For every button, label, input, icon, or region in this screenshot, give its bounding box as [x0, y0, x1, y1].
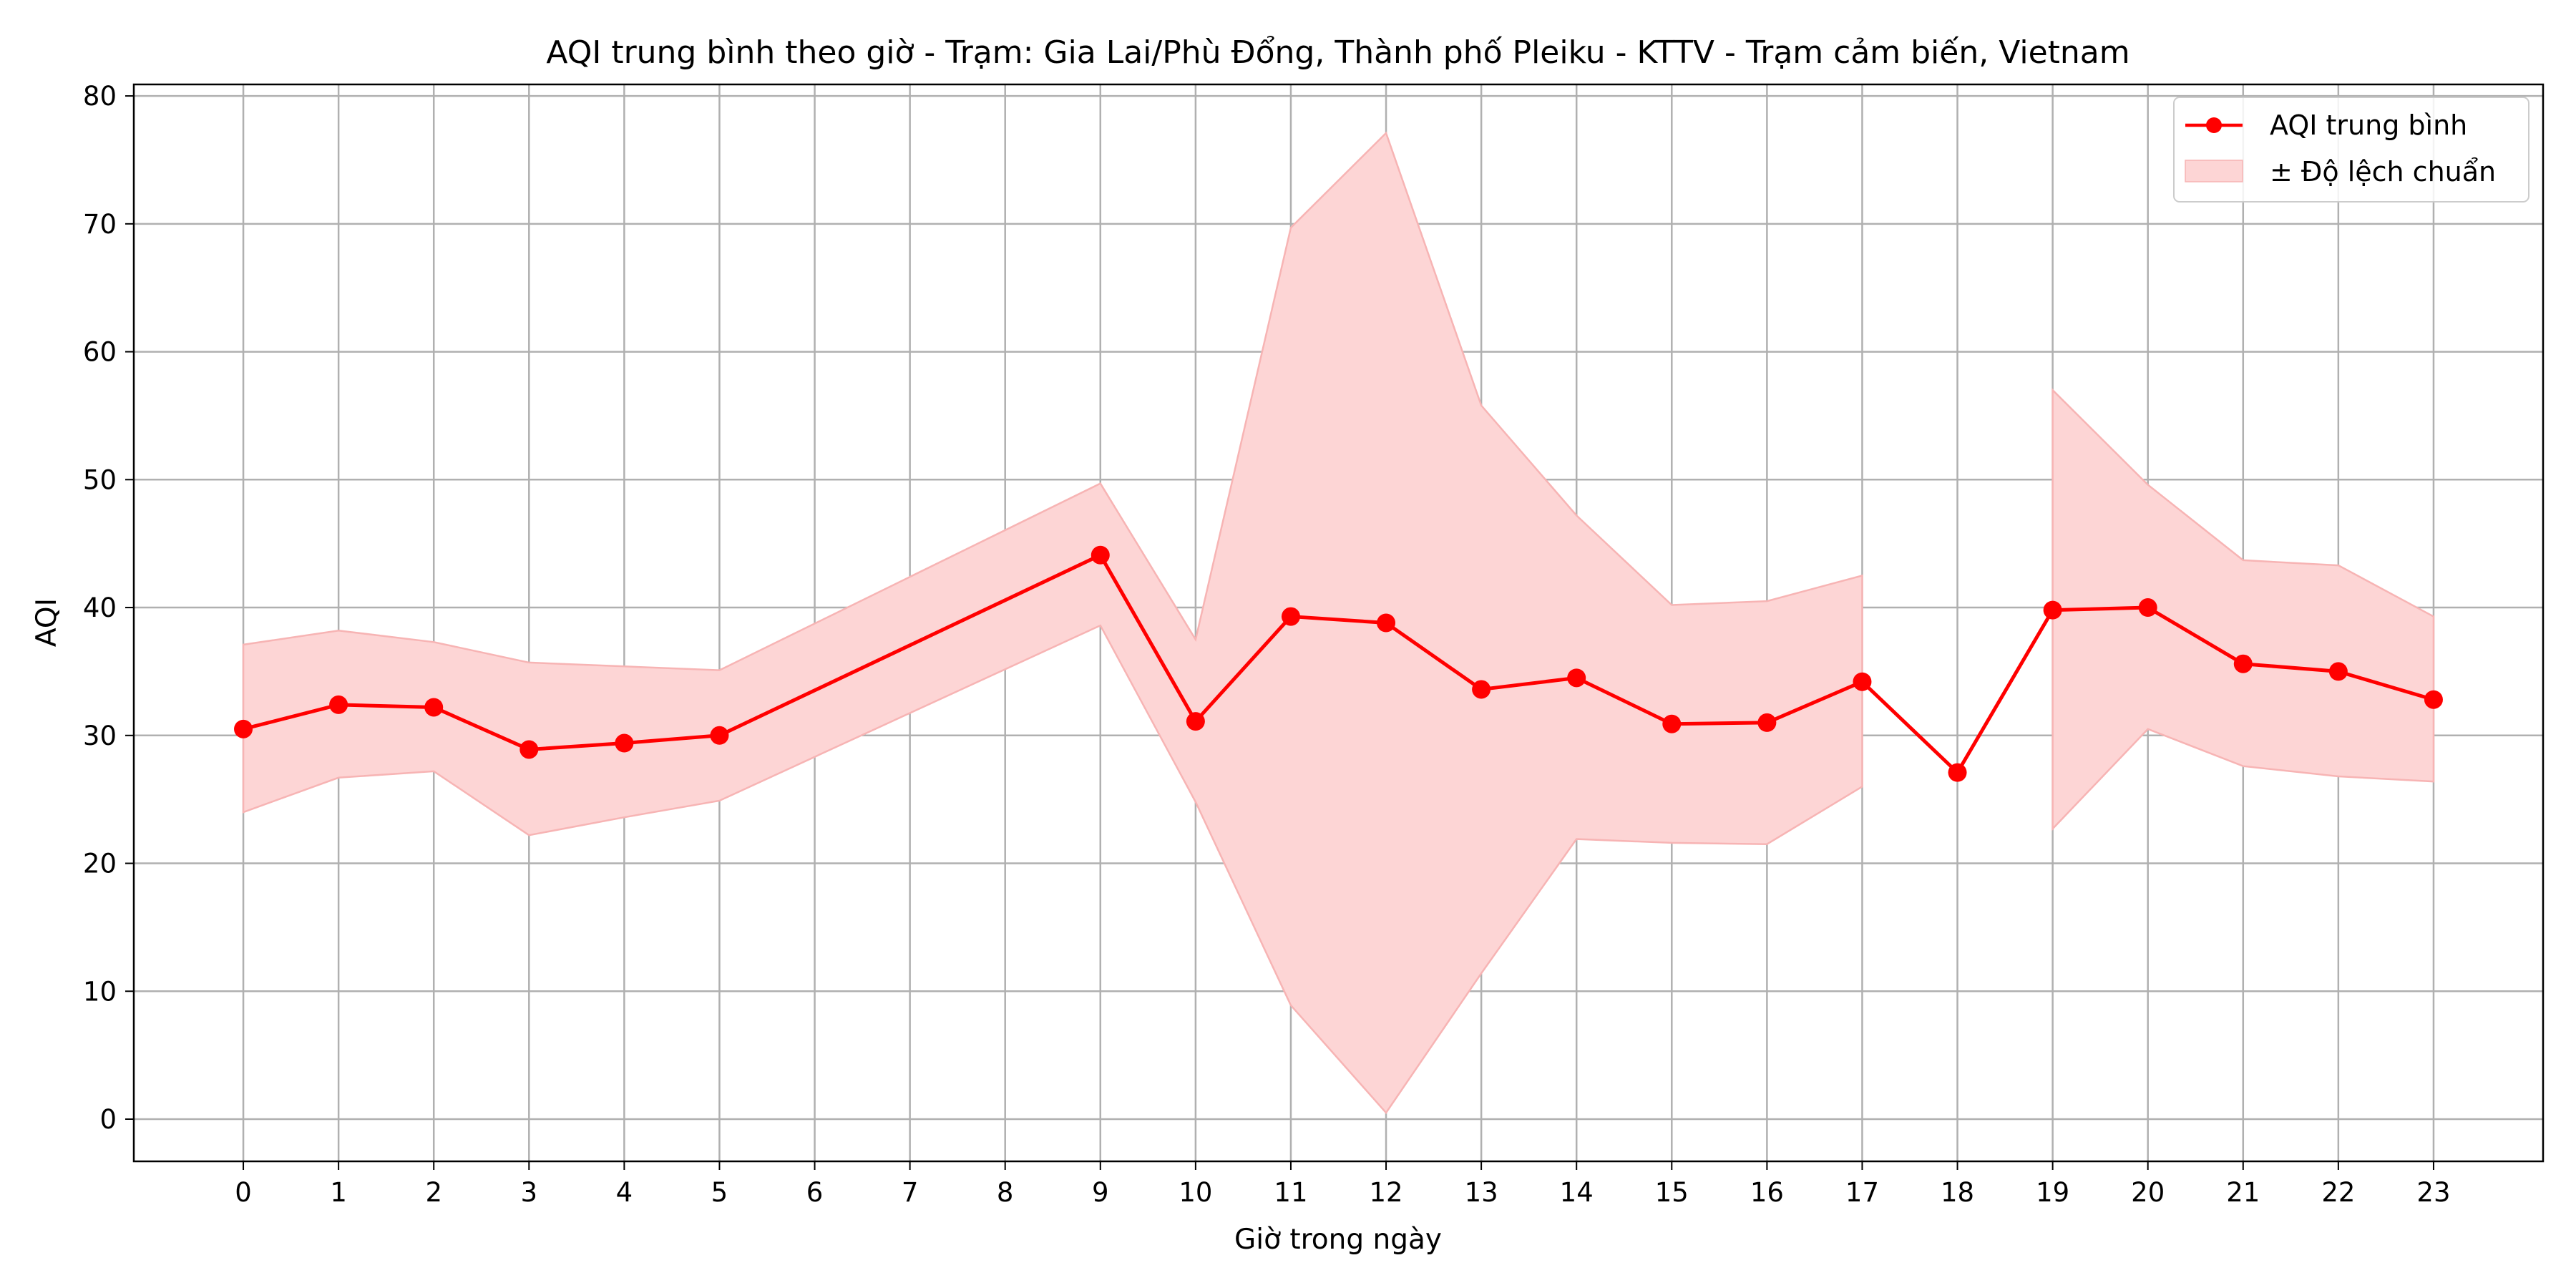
y-tick-label: 50 [83, 464, 117, 495]
x-tick-label: 22 [2321, 1177, 2355, 1208]
legend-box [2173, 97, 2529, 203]
x-axis-ticks: 0 1 2 3 4 5 6 7 8 9 10 11 12 13 14 15 16 17 18 19 20 21 22 23 [235, 1161, 2451, 1208]
x-tick-label: 6 [806, 1177, 824, 1208]
legend-label-mean: AQI trung bình [2270, 109, 2467, 141]
x-tick-label: 18 [1941, 1177, 1974, 1208]
data-point [1662, 714, 1682, 733]
x-tick-label: 9 [1092, 1177, 1109, 1208]
x-tick-label: 20 [2131, 1177, 2165, 1208]
legend-marker-swatch [2206, 117, 2222, 133]
data-point [1186, 712, 1205, 731]
x-tick-label: 21 [2226, 1177, 2260, 1208]
mean-markers [234, 545, 2443, 782]
x-tick-label: 11 [1274, 1177, 1307, 1208]
y-tick-label: 30 [83, 721, 117, 751]
y-tick-label: 0 [99, 1104, 117, 1135]
data-point [1377, 613, 1396, 633]
data-point [234, 719, 253, 738]
y-axis-label: AQI [31, 598, 63, 647]
data-point [2328, 662, 2348, 681]
x-tick-label: 14 [1560, 1177, 1594, 1208]
x-tick-label: 13 [1465, 1177, 1498, 1208]
legend-band-swatch [2185, 160, 2243, 182]
data-point [519, 740, 539, 759]
data-point [1948, 763, 1967, 782]
y-tick-label: 70 [83, 209, 117, 240]
data-point [2233, 654, 2253, 673]
y-axis-ticks: 0 10 20 30 40 50 60 70 80 [83, 81, 134, 1135]
std-band-area [242, 131, 1863, 1115]
plot-frame [132, 83, 2545, 1163]
x-tick-label: 7 [902, 1177, 919, 1208]
legend: AQI trung bình ± Độ lệch chuẩn [2173, 97, 2529, 203]
x-tick-label: 12 [1369, 1177, 1402, 1208]
std-band-area [2051, 388, 2435, 831]
data-point [1853, 672, 1872, 691]
y-tick-label: 10 [83, 976, 117, 1007]
y-tick-label: 20 [83, 849, 117, 879]
x-tick-label: 23 [2416, 1177, 2450, 1208]
legend-label-std: ± Độ lệch chuẩn [2270, 156, 2496, 187]
x-tick-label: 1 [330, 1177, 347, 1208]
x-tick-label: 8 [997, 1177, 1014, 1208]
x-tick-label: 5 [711, 1177, 728, 1208]
data-point [424, 698, 444, 717]
data-point [329, 695, 348, 714]
x-tick-label: 16 [1750, 1177, 1784, 1208]
data-point [2138, 598, 2157, 618]
data-point [1757, 713, 1777, 732]
x-tick-label: 3 [521, 1177, 538, 1208]
std-band [242, 131, 2435, 1115]
data-point [2043, 600, 2062, 620]
x-tick-label: 15 [1655, 1177, 1689, 1208]
y-tick-label: 60 [83, 337, 117, 368]
x-tick-label: 10 [1179, 1177, 1212, 1208]
data-point [2424, 690, 2443, 709]
y-tick-label: 40 [83, 592, 117, 623]
x-axis-label: Giờ trong ngày [1234, 1224, 1442, 1256]
y-tick-label: 80 [83, 81, 117, 112]
x-tick-label: 4 [616, 1177, 633, 1208]
x-tick-label: 17 [1845, 1177, 1879, 1208]
x-tick-label: 2 [425, 1177, 442, 1208]
x-tick-label: 19 [2036, 1177, 2069, 1208]
data-point [1472, 680, 1491, 699]
chart-title: AQI trung bình theo giờ - Trạm: Gia Lai/… [546, 34, 2129, 71]
data-point [1281, 607, 1300, 626]
data-point [615, 733, 634, 753]
data-point [1091, 545, 1110, 565]
data-point [710, 726, 729, 745]
data-point [1567, 668, 1586, 688]
x-tick-label: 0 [235, 1177, 252, 1208]
